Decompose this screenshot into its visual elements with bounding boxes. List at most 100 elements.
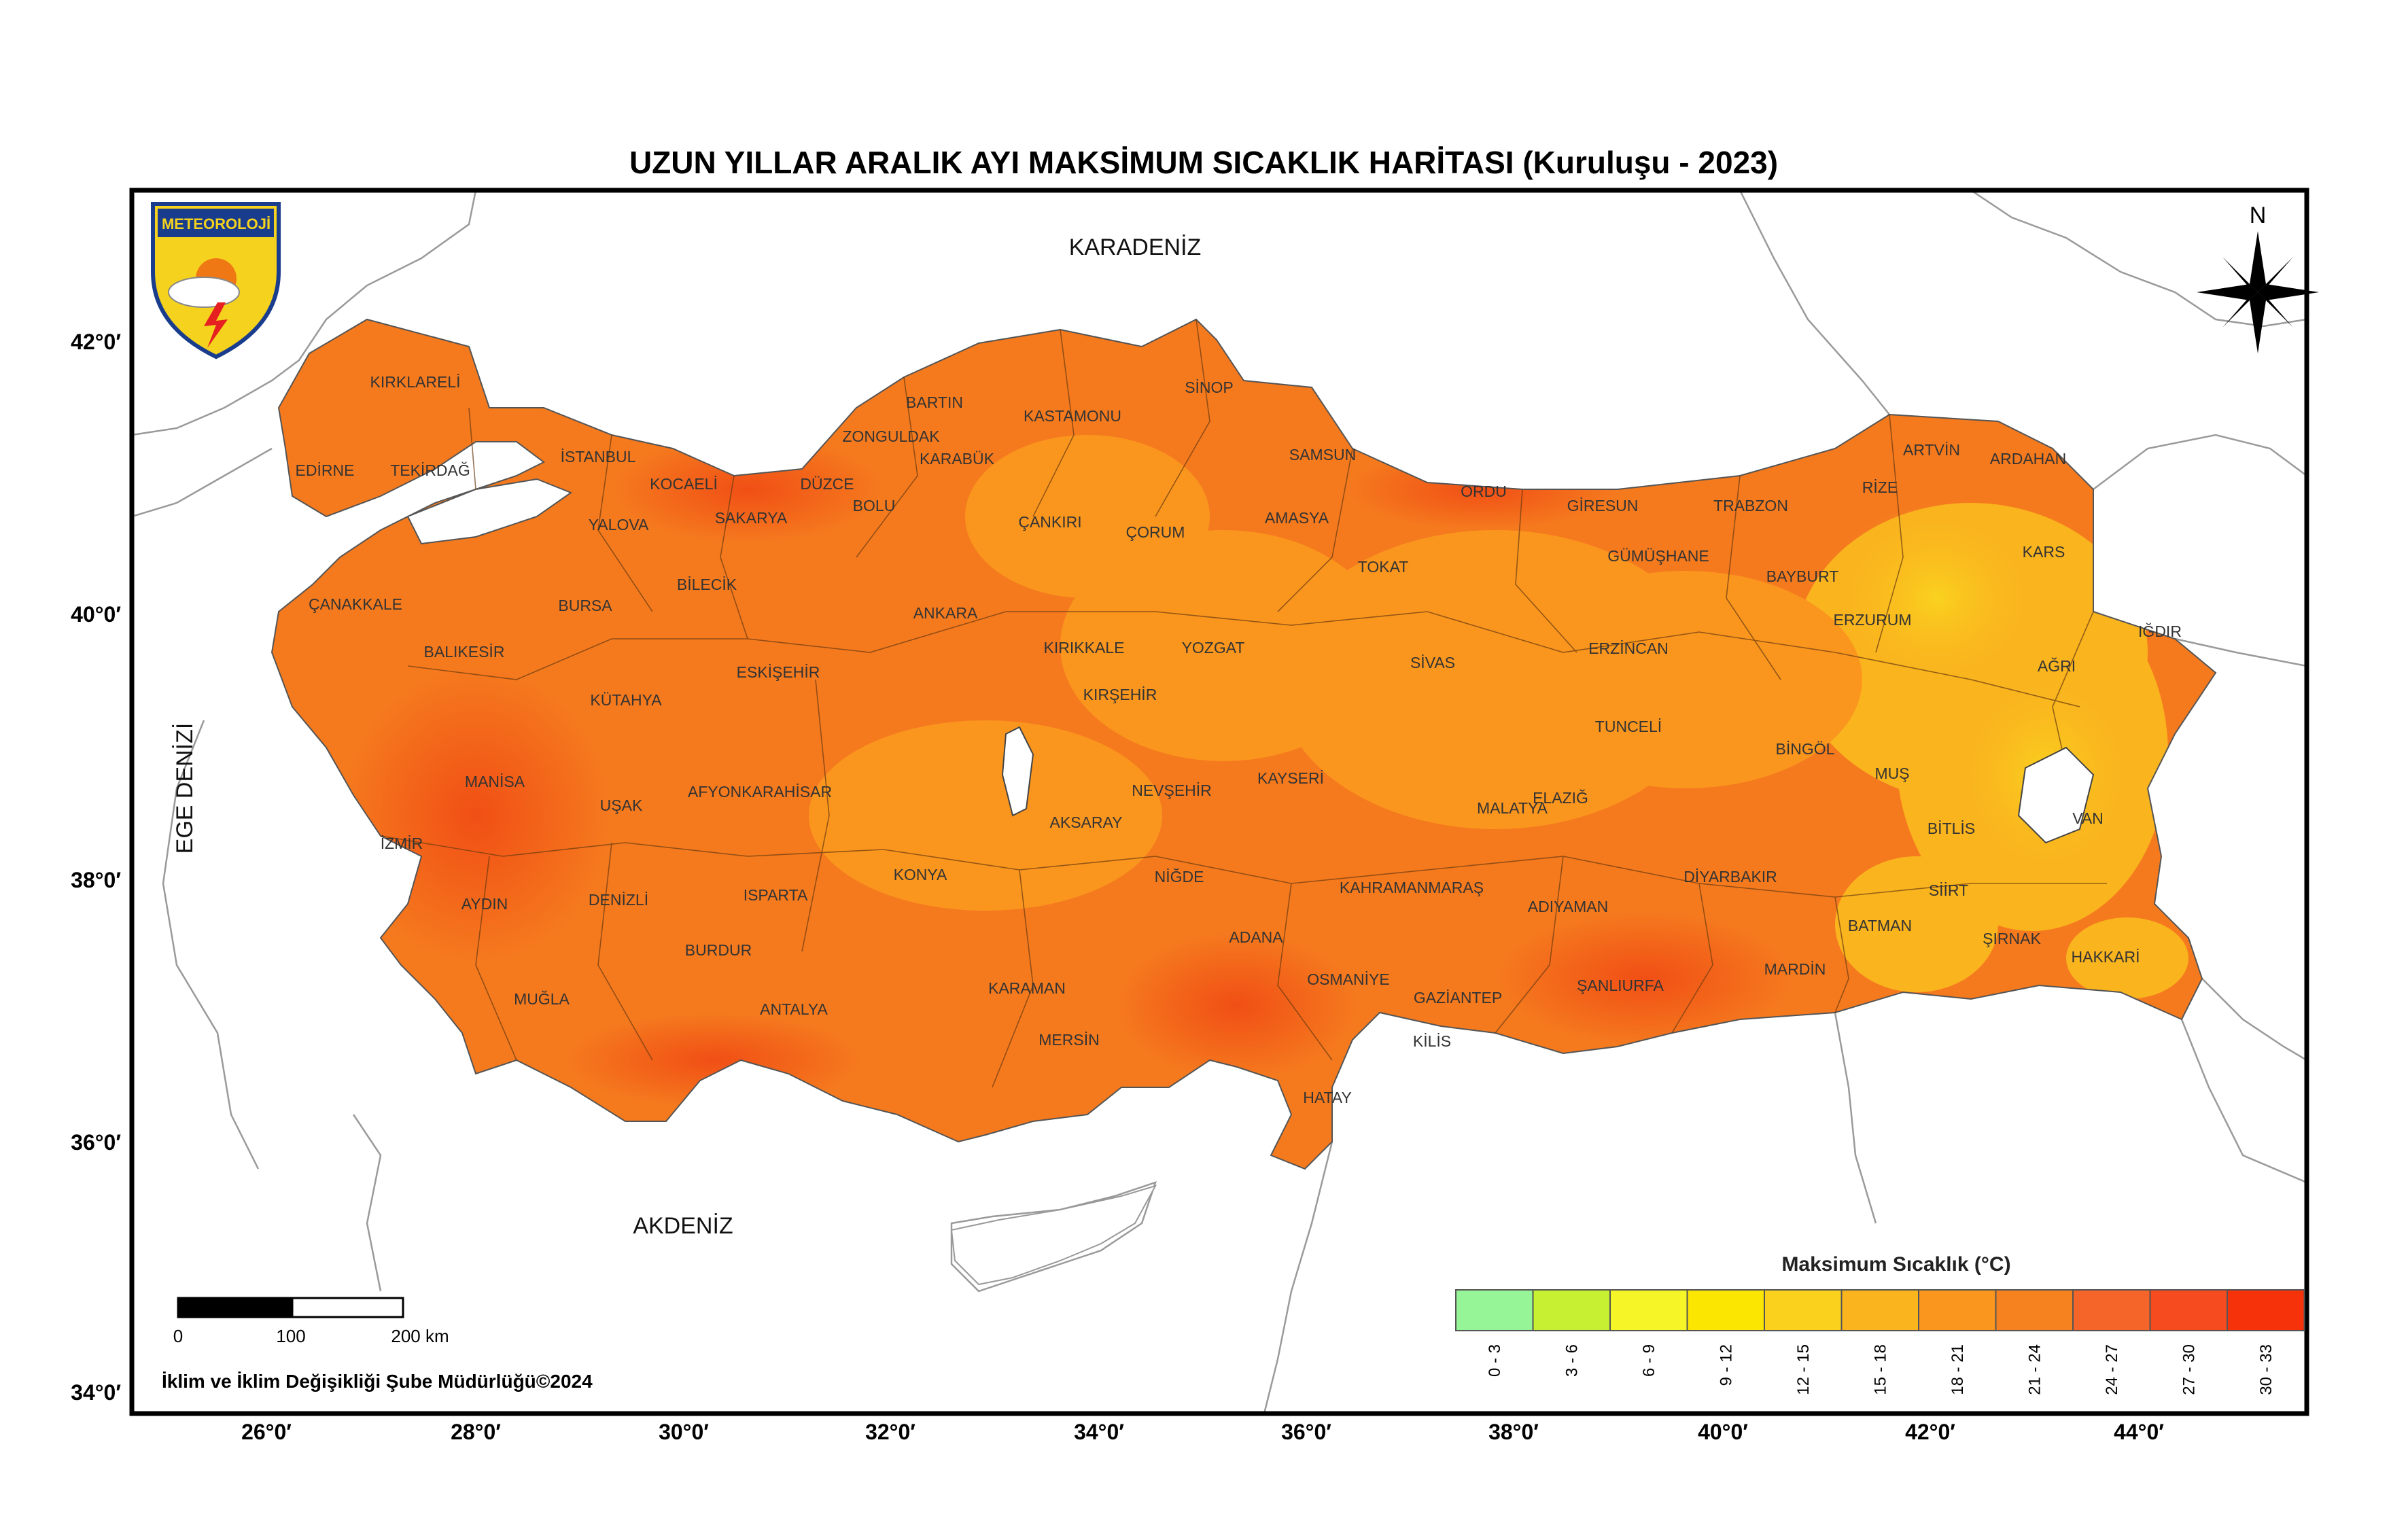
province-label: DENİZLİ <box>589 891 648 909</box>
legend-swatch <box>1840 1289 1919 1331</box>
province-label: OSMANİYE <box>1307 970 1389 988</box>
legend-swatch <box>2227 1289 2305 1331</box>
province-label: BAYBURT <box>1766 567 1839 585</box>
province-label: TUNCELİ <box>1595 718 1662 735</box>
province-label: KOCAELİ <box>650 475 718 493</box>
province-label: ÇANAKKALE <box>309 595 402 613</box>
temperature-surface <box>272 319 2216 1169</box>
legend: Maksimum Sıcaklık (°C) 0 - 3 3 - 6 6 - 9 9 … <box>1455 1253 2305 1395</box>
credit-text: İklim ve İklim Değişikliği Şube Müdürlüğ… <box>162 1371 593 1392</box>
scale-label: 0 <box>173 1326 183 1346</box>
province-label: HAKKARİ <box>2072 948 2140 966</box>
province-label: SAKARYA <box>715 509 788 527</box>
lon-label: 34°0′ <box>1074 1420 1124 1444</box>
province-label: NEVŞEHİR <box>1132 782 1212 799</box>
province-label: ANTALYA <box>760 1000 828 1018</box>
lon-label: 42°0′ <box>1905 1420 1955 1444</box>
province-label: MUŞ <box>1874 765 1909 782</box>
legend-label: 21 - 24 <box>2025 1344 2044 1395</box>
province-label: KAHRAMANMARAŞ <box>1340 879 1484 896</box>
province-label: BURDUR <box>685 941 752 959</box>
legend-label: 9 - 12 <box>1717 1344 1735 1386</box>
province-label: ESKİŞEHİR <box>737 663 820 681</box>
province-label: SAMSUN <box>1289 446 1356 463</box>
scale-bar: 0 100 200 km <box>173 1297 449 1346</box>
label-mediterranean: AKDENİZ <box>633 1213 733 1239</box>
legend-label: 24 - 27 <box>2103 1344 2121 1395</box>
province-label: DÜZCE <box>800 475 854 493</box>
legend-label: 12 - 15 <box>1794 1344 1813 1395</box>
label-black-sea: KARADENİZ <box>1069 234 1202 260</box>
legend-swatch <box>1764 1289 1843 1331</box>
turkey-outline <box>271 318 2217 1170</box>
legend-swatch <box>1686 1289 1765 1331</box>
province-label: BİNGÖL <box>1776 740 1835 758</box>
province-label: KIRIKKALE <box>1044 639 1125 656</box>
legend-label: 3 - 6 <box>1563 1344 1581 1377</box>
province-label: YALOVA <box>589 516 649 533</box>
province-label: VAN <box>2072 809 2104 827</box>
province-labels: KIRKLARELİ EDİRNE TEKİRDAĞ İSTANBUL KOCA… <box>296 373 2182 1106</box>
legend-swatch <box>1609 1289 1688 1331</box>
lon-label: 30°0′ <box>659 1420 709 1444</box>
province-label: BOLU <box>853 497 896 514</box>
province-label: AKSARAY <box>1050 813 1123 831</box>
province-label: AĞRI <box>2038 657 2076 675</box>
province-label: BATMAN <box>1848 917 1912 934</box>
province-label: ŞANLIURFA <box>1577 977 1664 994</box>
province-label: KIRKLARELİ <box>370 373 461 391</box>
lat-label: 38°0′ <box>71 868 121 892</box>
province-label: MUĞLA <box>514 990 570 1008</box>
legend-title: Maksimum Sıcaklık (°C) <box>1781 1253 2010 1276</box>
logo-text: METEOROLOJİ <box>162 215 271 232</box>
province-label: KARAMAN <box>988 979 1066 997</box>
province-label: MERSİN <box>1039 1031 1099 1049</box>
province-label: YOZGAT <box>1182 639 1245 656</box>
province-label: ISPARTA <box>744 886 808 904</box>
province-label: BİTLİS <box>1927 820 1975 837</box>
legend-label: 15 - 18 <box>1871 1344 1889 1395</box>
province-label: RİZE <box>1862 478 1898 496</box>
province-label: MALATYA <box>1477 799 1548 817</box>
province-label: ELAZIĞ <box>1533 789 1588 807</box>
legend-label: 6 - 9 <box>1640 1344 1658 1377</box>
province-label: IĞDIR <box>2138 623 2182 640</box>
province-label: İSTANBUL <box>561 448 636 466</box>
province-label: KARABÜK <box>920 450 995 468</box>
province-label: ADANA <box>1229 928 1283 946</box>
province-label: GÜMÜŞHANE <box>1607 547 1709 565</box>
lon-label: 26°0′ <box>241 1420 292 1444</box>
province-label: AMASYA <box>1265 509 1329 527</box>
province-label: ORDU <box>1461 483 1507 500</box>
map-title: UZUN YILLAR ARALIK AYI MAKSİMUM SICAKLIK… <box>629 145 1778 180</box>
scale-label: 100 <box>276 1326 305 1346</box>
province-label: EDİRNE <box>296 461 355 479</box>
province-label: ANKARA <box>913 604 978 622</box>
province-label: ZONGULDAK <box>842 427 940 445</box>
province-label: MANİSA <box>465 773 525 790</box>
province-label: KONYA <box>894 866 947 883</box>
map-frame <box>129 188 2309 1416</box>
latitude-labels: 42°0′ 40°0′ 38°0′ 36°0′ 34°0′ <box>71 330 121 1405</box>
province-label: GİRESUN <box>1567 497 1639 514</box>
province-label: TOKAT <box>1358 558 1409 576</box>
province-label: TEKİRDAĞ <box>390 461 470 479</box>
province-label: ARTVİN <box>1903 441 1960 459</box>
legend-label: 18 - 21 <box>1949 1344 1967 1395</box>
province-label: BURSA <box>558 597 612 614</box>
province-label: AYDIN <box>461 895 508 913</box>
salt-lake <box>1001 726 1034 817</box>
province-label: KÜTAHYA <box>590 691 662 709</box>
province-label: KASTAMONU <box>1024 407 1121 425</box>
legend-swatch <box>1995 1289 2074 1331</box>
lake-van <box>2017 746 2095 844</box>
legend-swatch <box>1455 1289 1534 1331</box>
legend-swatch <box>2149 1289 2228 1331</box>
legend-boxes: 0 - 3 3 - 6 6 - 9 9 - 12 12 - 15 15 - 18 18 - … <box>1455 1289 2305 1395</box>
province-label: GAZİANTEP <box>1414 989 1502 1006</box>
province-label: KARS <box>2023 543 2065 561</box>
province-label: UŞAK <box>600 796 643 814</box>
province-label: NİĞDE <box>1155 868 1204 886</box>
scale-label: 200 km <box>391 1326 449 1346</box>
